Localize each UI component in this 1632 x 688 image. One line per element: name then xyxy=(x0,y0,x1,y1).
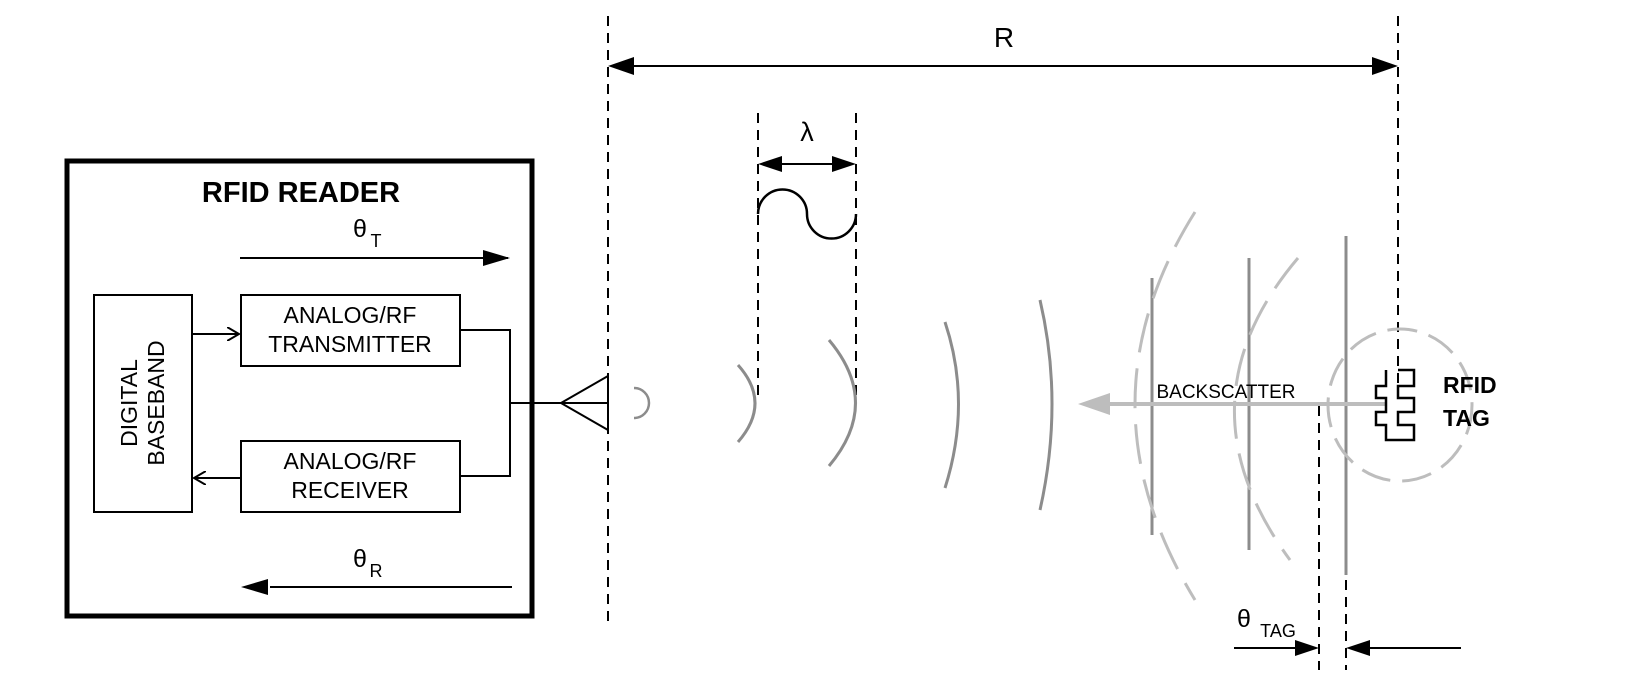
backscatter-label: BACKSCATTER xyxy=(1156,382,1295,403)
svg-text:θ: θ xyxy=(353,215,367,243)
svg-text:R: R xyxy=(370,561,383,581)
range-label: R xyxy=(994,22,1014,53)
tx-antenna-wire xyxy=(460,329,511,477)
transmitter-label-2: TRANSMITTER xyxy=(268,331,432,357)
theta-t-label: θ T xyxy=(353,215,381,251)
theta-t-arrowhead xyxy=(483,250,510,266)
wavefront-5 xyxy=(1038,299,1054,511)
receiver-label-2: RECEIVER xyxy=(291,477,409,503)
wavefront-2 xyxy=(736,364,757,443)
theta-tag-arrowhead-left xyxy=(1295,640,1319,656)
svg-text:DIGITAL: DIGITAL xyxy=(116,359,142,447)
theta-tag-arrowhead-right xyxy=(1346,640,1370,656)
wavefront-1 xyxy=(633,386,651,420)
theta-tag-label: θ TAG xyxy=(1237,605,1296,641)
svg-text:θ: θ xyxy=(1237,605,1251,633)
wave-cycle-icon xyxy=(756,188,858,240)
receiver-label-1: ANALOG/RF xyxy=(284,448,417,474)
range-arrowhead-left xyxy=(608,57,634,75)
digital-baseband-label: DIGITAL BASEBAND xyxy=(116,340,169,465)
tag-label-1: RFID xyxy=(1443,372,1497,398)
wavefront-4 xyxy=(943,321,960,489)
backscatter-arrowhead xyxy=(1078,393,1110,415)
digital-baseband-block xyxy=(93,294,193,513)
lambda-arrowhead-left xyxy=(758,156,782,172)
svg-text:TAG: TAG xyxy=(1260,621,1296,641)
svg-text:BASEBAND: BASEBAND xyxy=(143,340,169,465)
tag-label-2: TAG xyxy=(1443,405,1490,431)
wavefront-3 xyxy=(827,339,857,467)
theta-r-arrowhead xyxy=(241,579,268,595)
tag-antenna-icon xyxy=(1374,368,1416,442)
lambda-arrowhead-right xyxy=(832,156,856,172)
antenna-icon xyxy=(558,374,609,432)
backscatter-arc-2 xyxy=(1232,257,1300,561)
theta-r-label: θ R xyxy=(353,545,382,581)
range-arrowhead-right xyxy=(1372,57,1398,75)
transmitter-label-1: ANALOG/RF xyxy=(284,302,417,328)
svg-text:θ: θ xyxy=(353,545,367,573)
reader-title: RFID READER xyxy=(202,177,400,209)
lambda-label: λ xyxy=(800,117,814,147)
reader-frame xyxy=(64,158,535,619)
svg-text:T: T xyxy=(371,231,382,251)
